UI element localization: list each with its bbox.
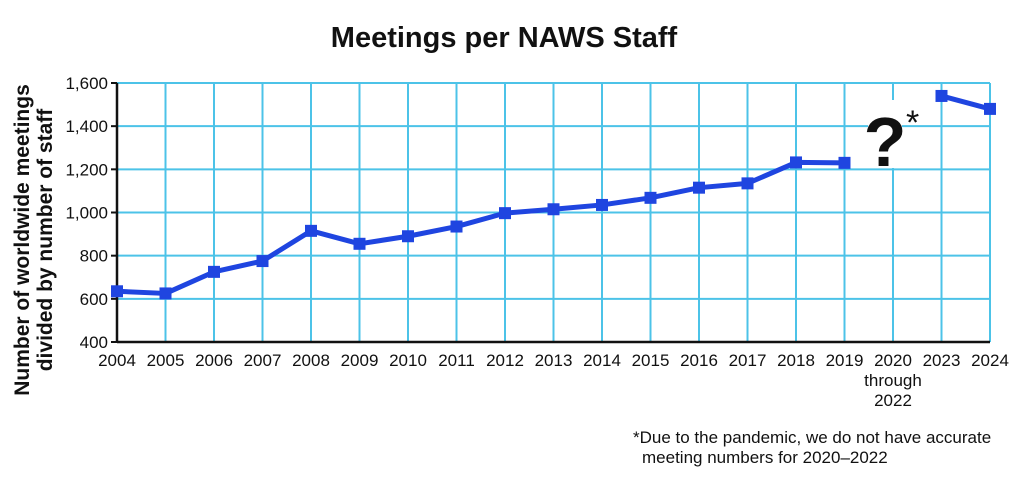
x-tick-label-7-line-0: 2011 [438,351,475,370]
x-tick-label-2: 2006 [195,351,233,370]
y-axis-title-line-1: Number of worldwide meetings [11,84,34,396]
x-tick-label-9: 2013 [535,351,573,370]
x-tick-label-14-line-0: 2018 [777,351,815,370]
y-axis-title: Number of worldwide meetings divided by … [11,84,57,396]
data-point-2019 [838,156,851,169]
data-point-2009 [353,237,366,250]
data-point-2015 [644,191,657,204]
data-point-2004 [111,285,123,298]
y-tick-labels: 400 600 800 1,000 1,200 1,400 1,600 [65,74,117,352]
gap-asterisk: * [906,104,919,142]
x-tick-label-10-line-0: 2014 [583,351,621,370]
y-tick-label-6: 1,600 [65,74,108,93]
x-tick-label-1-line-0: 2005 [147,351,185,370]
x-tick-label-16-line-1: through [864,371,922,390]
data-point-2008 [305,224,317,237]
x-tick-label-2-line-0: 2006 [195,351,233,370]
x-tick-label-0: 2004 [98,351,136,370]
data-point-2012 [499,207,511,220]
data-point-2023 [935,89,948,102]
x-tick-label-15-line-0: 2019 [826,351,864,370]
data-point-2007 [256,255,269,268]
x-tick-label-18: 2024 [971,351,1009,370]
x-tick-label-1: 2005 [147,351,185,370]
x-tick-label-3: 2007 [244,351,282,370]
y-tick-label-0: 400 [80,333,108,352]
y-tick-label-5: 1,400 [65,117,108,136]
x-tick-label-9-line-0: 2013 [535,351,573,370]
x-tick-label-13-line-0: 2017 [729,351,767,370]
x-tick-label-0-line-0: 2004 [98,351,136,370]
x-tick-labels: 2004 2005 2006 2007 2008 2009 2010 2011 2012 2013… [98,351,1009,410]
x-tick-label-5: 2009 [341,351,379,370]
x-tick-label-6: 2010 [389,351,427,370]
x-tick-label-6-line-0: 2010 [389,351,427,370]
data-point-2014 [596,198,608,211]
series-0-line-segment-1 [940,93,991,112]
x-tick-label-17-line-0: 2023 [923,351,961,370]
x-tick-label-17: 2023 [923,351,961,370]
data-point-2006 [208,265,220,278]
y-tick-label-1: 600 [80,290,108,309]
x-tick-label-7: 2011 [438,351,475,370]
y-tick-label-2: 800 [80,247,108,266]
data-point-2018 [790,156,802,169]
data-point-2016 [693,181,705,194]
x-tick-label-4-line-0: 2008 [292,351,330,370]
data-series [111,89,996,300]
x-tick-label-5-line-0: 2009 [341,351,379,370]
x-tick-label-8-line-0: 2012 [486,351,524,370]
footnote-line-2: meeting numbers for 2020–2022 [642,448,888,467]
x-tick-label-14: 2018 [777,351,815,370]
y-tick-label-4: 1,200 [65,160,108,179]
data-point-2013 [547,203,560,216]
data-point-2017 [741,177,754,190]
y-tick-label-3: 1,000 [65,204,108,223]
series-0-line-segment-0 [116,159,845,296]
chart-title: Meetings per NAWS Staff [331,22,678,54]
x-tick-label-11-line-0: 2015 [632,351,670,370]
x-tick-label-16-line-2: 2022 [874,391,912,410]
x-tick-label-12: 2016 [680,351,718,370]
x-tick-label-13: 2017 [729,351,767,370]
y-axis-title-line-2: divided by number of staff [34,108,57,372]
x-tick-label-18-line-0: 2024 [971,351,1009,370]
x-tick-label-8: 2012 [486,351,524,370]
x-tick-label-4: 2008 [292,351,330,370]
data-point-2011 [450,220,463,233]
data-point-2005 [159,287,172,300]
footnote: *Due to the pandemic, we do not have acc… [633,428,991,467]
x-tick-label-15: 2019 [826,351,864,370]
x-tick-label-3-line-0: 2007 [244,351,282,370]
gap-question-mark: ? [864,103,907,181]
gap-annotation: ? * [864,100,919,181]
data-point-2024 [984,102,996,115]
x-tick-label-12-line-0: 2016 [680,351,718,370]
footnote-line-1: *Due to the pandemic, we do not have acc… [633,428,991,447]
data-point-2010 [402,230,414,243]
x-tick-label-10: 2014 [583,351,621,370]
x-tick-label-11: 2015 [632,351,670,370]
x-tick-label-16-line-0: 2020 [874,351,912,370]
